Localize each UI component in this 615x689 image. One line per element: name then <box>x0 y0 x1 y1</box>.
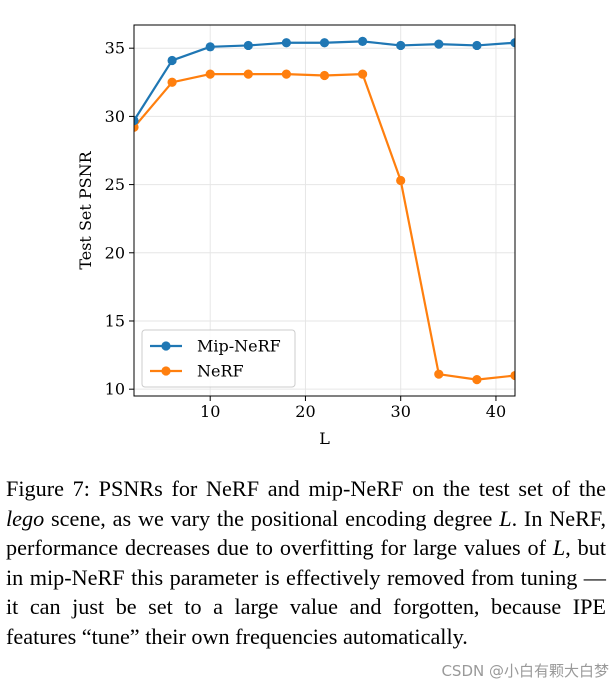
mip-nerf-point <box>358 36 368 46</box>
x-tick-label: 20 <box>295 402 315 421</box>
caption-scene: lego <box>6 505 45 531</box>
mip-nerf-point <box>396 40 406 51</box>
csdn-watermark: CSDN @小白有颗大白梦 <box>441 662 609 680</box>
caption-middle2: . In NeRF, performance decreases due to … <box>6 505 607 561</box>
nerf-point <box>434 369 444 379</box>
caption-var1: L <box>499 505 512 531</box>
legend-nerf-marker <box>161 366 171 376</box>
nerf-point <box>319 70 330 81</box>
mip-nerf-point <box>205 42 215 52</box>
nerf-point <box>134 122 139 132</box>
caption-suffix: , but in mip-NeRF this parameter is effe… <box>6 535 607 649</box>
y-tick-label: 20 <box>105 243 125 262</box>
x-tick-label: 30 <box>391 402 411 421</box>
y-axis-label: Test Set PSNR <box>76 150 95 269</box>
nerf-point <box>167 77 177 87</box>
y-tick-label: 15 <box>105 311 125 330</box>
nerf-point <box>472 375 482 385</box>
y-tick-label: 35 <box>105 39 125 58</box>
y-tick-label: 30 <box>105 107 125 126</box>
nerf-point <box>396 175 406 186</box>
legend-mip-nerf-marker <box>161 341 171 351</box>
nerf-point <box>243 69 253 79</box>
caption-var2: L <box>552 535 566 560</box>
y-tick-label: 10 <box>105 380 125 399</box>
mip-nerf-point <box>510 38 515 48</box>
series-layer <box>134 36 515 385</box>
axis-ticks: 10 20 30 40 10 15 20 25 30 35 <box>105 39 506 421</box>
legend: Mip-NeRF NeRF <box>141 329 296 388</box>
caption-prefix: Figure 7: PSNRs for NeRF and mip-NeRF on… <box>6 476 606 501</box>
legend-box <box>141 329 296 388</box>
mip-nerf-point <box>243 40 253 51</box>
mip-nerf-point <box>167 55 177 66</box>
mip-nerf-point <box>281 38 291 48</box>
nerf-point <box>205 69 215 79</box>
legend-nerf-label: NeRF <box>197 362 244 381</box>
nerf-point <box>358 69 368 79</box>
x-axis-label: L <box>319 429 330 448</box>
legend-mip-nerf-label: Mip-NeRF <box>197 337 281 356</box>
mip-nerf-point <box>319 38 330 48</box>
figure-caption: Figure 7: PSNRs for NeRF and mip-NeRF on… <box>6 474 606 651</box>
caption-middle1: scene, as we vary the positional encodin… <box>44 505 500 531</box>
grid-lines <box>134 25 515 396</box>
x-tick-label: 40 <box>486 402 506 421</box>
nerf-point <box>510 370 515 381</box>
y-tick-label: 25 <box>105 175 125 194</box>
nerf-point <box>281 69 291 79</box>
mip-nerf-point <box>134 115 139 126</box>
x-tick-label: 10 <box>200 402 220 421</box>
plot-frame <box>133 24 516 397</box>
mip-nerf-point <box>472 40 482 51</box>
mip-nerf-line <box>134 40 515 122</box>
psnr-line-chart: 10 20 30 40 10 15 20 25 30 35 L Test Set PSNR Mip… <box>76 24 516 448</box>
mip-nerf-point <box>434 39 444 49</box>
